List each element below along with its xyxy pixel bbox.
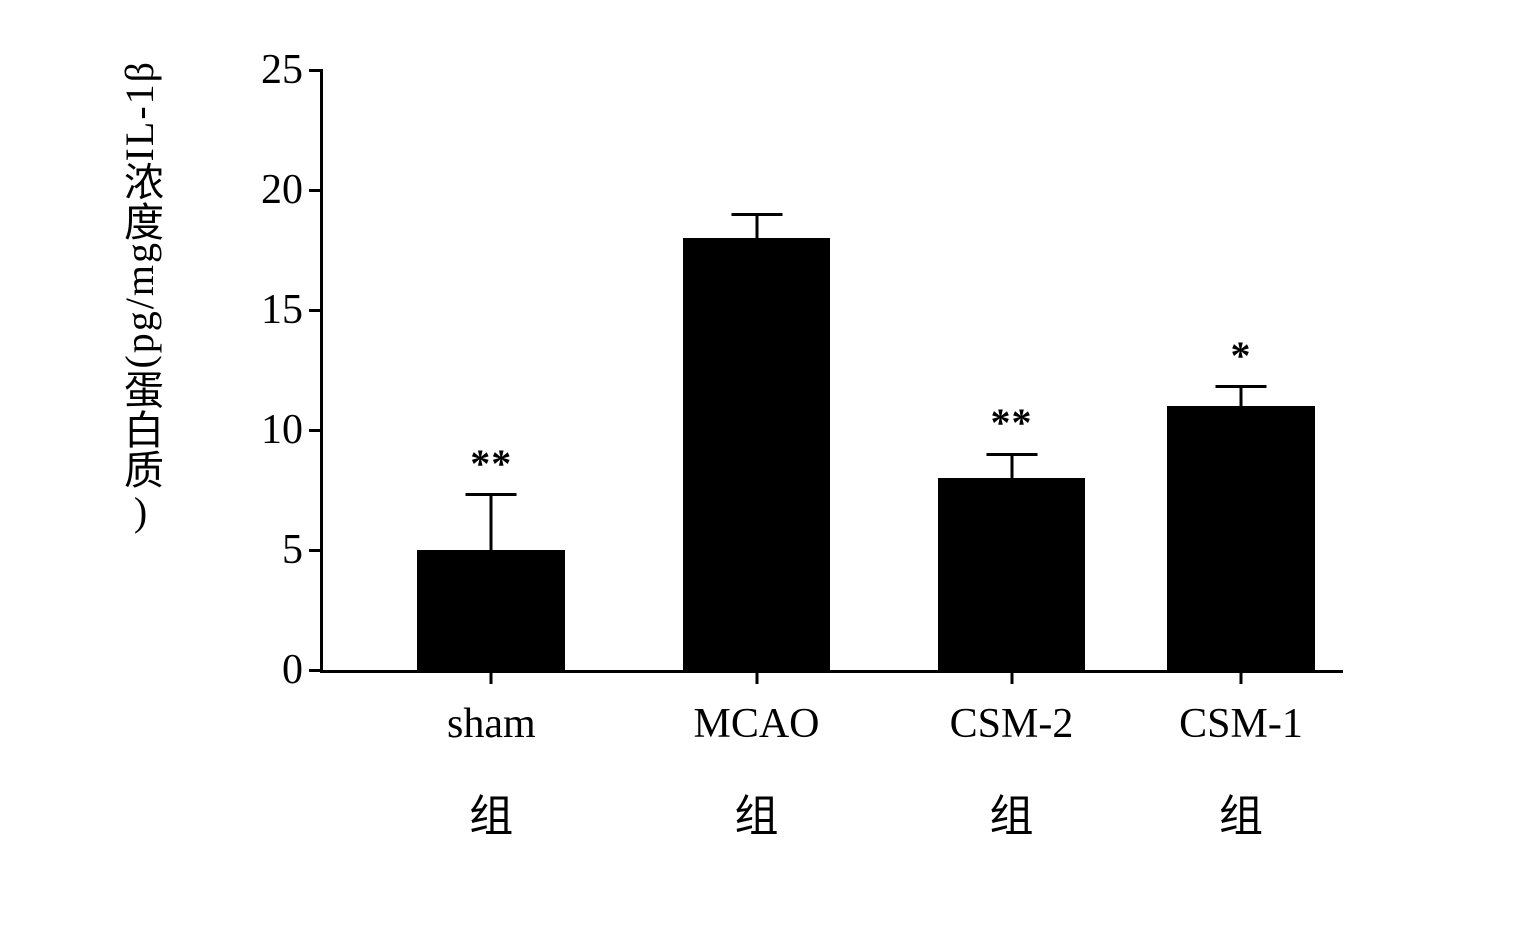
y-tick (309, 69, 323, 72)
significance-marker: ** (470, 440, 512, 487)
y-tick (309, 669, 323, 672)
significance-marker: ** (991, 399, 1033, 446)
y-tick-label: 0 (223, 646, 303, 694)
bar (417, 550, 565, 670)
error-bar-cap (1216, 385, 1267, 388)
error-bar-cap (731, 213, 782, 216)
figure: IL-1β 浓度 (pg/mg 蛋白质) 0510152025**sham组MC… (0, 0, 1536, 932)
x-tick (1240, 670, 1243, 684)
bar (683, 238, 831, 670)
y-axis-title-part-2: (pg/mg (117, 241, 163, 369)
y-axis-title-part-3: 蛋白质) (117, 369, 163, 534)
x-label-bottom: 组 (469, 780, 513, 844)
x-label-bottom: 组 (990, 780, 1034, 844)
x-label-top: sham (447, 700, 536, 748)
y-tick (309, 429, 323, 432)
y-tick (309, 309, 323, 312)
y-tick-label: 25 (223, 46, 303, 94)
x-label-bottom: 组 (735, 780, 779, 844)
y-axis-title-part-0: IL-1β (117, 60, 163, 161)
x-label-top: MCAO (693, 700, 819, 748)
error-bar-stem (1240, 387, 1243, 406)
y-tick-label: 10 (223, 406, 303, 454)
x-label-top: CSM-1 (1179, 700, 1303, 748)
plot-area: 0510152025**sham组MCAO组**CSM-2组*CSM-1组 (320, 70, 1343, 673)
y-tick-label: 5 (223, 526, 303, 574)
y-tick-label: 20 (223, 166, 303, 214)
x-label-top: CSM-2 (950, 700, 1074, 748)
error-bar-cap (466, 493, 517, 496)
y-tick-label: 15 (223, 286, 303, 334)
bar (1167, 406, 1315, 670)
error-bar-stem (755, 214, 758, 238)
x-tick (490, 670, 493, 684)
x-tick (1010, 670, 1013, 684)
x-tick (755, 670, 758, 684)
y-axis-title-part-1: 浓度 (117, 161, 163, 241)
error-bar-stem (1010, 454, 1013, 478)
y-tick (309, 549, 323, 552)
error-bar-cap (986, 453, 1037, 456)
significance-marker: * (1231, 332, 1252, 379)
y-tick (309, 189, 323, 192)
y-axis-title: IL-1β 浓度 (pg/mg 蛋白质) (120, 60, 160, 534)
bar (938, 478, 1086, 670)
x-label-bottom: 组 (1219, 780, 1263, 844)
error-bar-stem (490, 495, 493, 550)
